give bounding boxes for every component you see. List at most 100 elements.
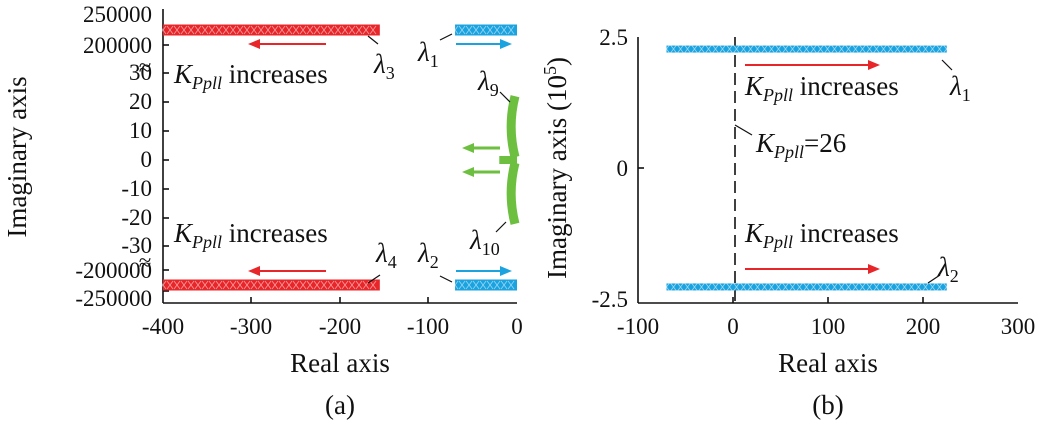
b-xtick-100: 100: [811, 314, 846, 339]
b-series-l2-marker: [810, 282, 817, 292]
b-series-l1-marker: [943, 44, 950, 54]
a-series-l3-marker: [173, 25, 181, 35]
a-series-l3-marker: [362, 25, 370, 35]
a-series-l1-marker: [507, 25, 515, 35]
b-series-l1-marker: [824, 44, 831, 54]
b-series-l1-marker: [873, 44, 880, 54]
a-series-l3-marker: [180, 25, 188, 35]
b-series-l1-marker: [852, 44, 859, 54]
b-series-l1-marker: [747, 44, 754, 54]
a-series-l4-marker: [208, 280, 216, 290]
a-ytick-250000: 250000: [83, 2, 152, 27]
a-series-l2-marker: [472, 280, 480, 290]
b-series-l2-marker: [768, 282, 775, 292]
a-xlabel: Real axis: [290, 348, 390, 378]
b-series-l1-marker: [859, 44, 866, 54]
b-series-l2-marker: [761, 282, 768, 292]
a-series-l4-marker: [320, 280, 328, 290]
a-axis-break-upper: ≈: [139, 55, 152, 80]
a-series-l3-marker: [369, 25, 377, 35]
b-series-l1-marker: [789, 44, 796, 54]
a-series-l4-marker: [257, 280, 265, 290]
a-label-lambda3: λ3: [373, 49, 395, 83]
a-series-l1-marker: [451, 25, 459, 35]
a-series-l3-marker: [327, 25, 335, 35]
b-series-l2-marker: [789, 282, 796, 292]
b-series-l2-marker: [866, 282, 873, 292]
a-series-l4-marker: [334, 280, 342, 290]
a-ytick-m10: -10: [121, 176, 152, 201]
a-series-l3-marker: [166, 25, 174, 35]
b-series-l1-marker: [670, 44, 677, 54]
a-ytick-20: 20: [129, 89, 152, 114]
a-ytick-m250000: -250000: [75, 286, 152, 311]
b-series-l1-marker: [810, 44, 817, 54]
a-ytick-m20: -20: [121, 205, 152, 230]
panel-b: 2.5 0 -2.5 -100 0 100 200 300 Real axis …: [540, 25, 1035, 420]
a-series-l4: [163, 279, 380, 291]
b-series-l1-marker: [838, 44, 845, 54]
a-series-l3-marker: [236, 25, 244, 35]
a-annotation-increases-top: KPpll increases: [173, 59, 328, 93]
a-series-l3-marker: [341, 25, 349, 35]
a-xtick-m300: -300: [230, 314, 272, 339]
a-series-l3-marker: [250, 25, 258, 35]
b-ytick-0: 0: [617, 156, 629, 181]
a-series-l4-marker: [278, 280, 286, 290]
a-series-l3-marker: [229, 25, 237, 35]
b-series-l2-marker: [824, 282, 831, 292]
b-series-l2-marker: [775, 282, 782, 292]
b-series-l2-marker: [782, 282, 789, 292]
panel-b-series: [663, 44, 950, 292]
a-series-l3-marker: [257, 25, 265, 35]
a-series-l3-marker: [355, 25, 363, 35]
a-arrowhead-bottom-blue: [500, 266, 512, 276]
b-series-l1-marker: [712, 44, 719, 54]
b-series-l1-marker: [922, 44, 929, 54]
b-leader-kp26: [734, 124, 753, 136]
b-series-l1-marker: [761, 44, 768, 54]
b-series-l2-marker: [873, 282, 880, 292]
b-series-l1-marker: [908, 44, 915, 54]
a-series-l3-marker: [159, 25, 167, 35]
b-series-l2-marker: [936, 282, 943, 292]
a-ytick-m200000: -200000: [75, 258, 152, 283]
a-series-l10: [506, 161, 520, 225]
b-series-l2-marker: [740, 282, 747, 292]
b-series-l1-marker: [880, 44, 887, 54]
b-series-l1-marker: [663, 44, 670, 54]
a-series-l1-marker: [493, 25, 501, 35]
b-series-l1-marker: [866, 44, 873, 54]
a-series-l3-marker: [306, 25, 314, 35]
b-series-l2-marker: [887, 282, 894, 292]
b-series-l1-marker: [684, 44, 691, 54]
b-series-l2-marker: [663, 282, 670, 292]
b-series-l1-marker: [719, 44, 726, 54]
panel-a: 250000 200000 ≈ 30 20 10 0 -10 -20 -30 ≈…: [2, 2, 523, 420]
b-series-l2-marker: [726, 282, 733, 292]
a-series-l4-marker: [173, 280, 181, 290]
b-series-l2-marker: [712, 282, 719, 292]
b-series-l2-marker: [901, 282, 908, 292]
a-series-l3-marker: [299, 25, 307, 35]
b-series-l2-marker: [754, 282, 761, 292]
b-series-l2-marker: [719, 282, 726, 292]
a-leader-l4: [367, 274, 381, 284]
a-series-l4-marker: [222, 280, 230, 290]
b-series-l1-marker: [754, 44, 761, 54]
a-series-l3-marker: [278, 25, 286, 35]
a-series-l3-marker: [194, 25, 202, 35]
a-leader-l9: [499, 91, 511, 103]
a-series-l3-marker: [292, 25, 300, 35]
b-series-l2-marker: [733, 282, 740, 292]
a-ytick-10: 10: [129, 118, 152, 143]
b-label-lambda2: λ2: [937, 252, 959, 286]
a-series-l1-marker: [500, 25, 508, 35]
b-ytick-m2.5: -2.5: [592, 287, 628, 312]
a-series-l4-marker: [250, 280, 258, 290]
b-xtick-m100: -100: [617, 314, 659, 339]
a-leader-l3: [367, 35, 379, 45]
a-series-l4-marker: [341, 280, 349, 290]
a-series-l4-marker: [243, 280, 251, 290]
